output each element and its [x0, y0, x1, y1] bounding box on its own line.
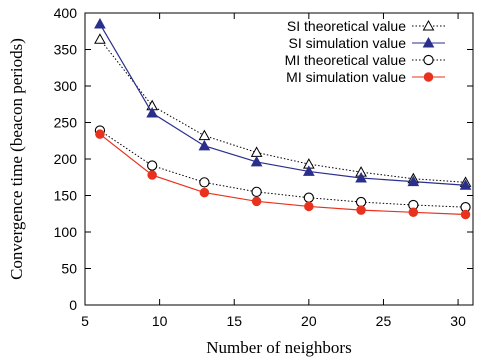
x-tick-label: 30 [450, 313, 466, 329]
plot-frame [84, 12, 474, 306]
data-point [251, 186, 262, 197]
y-tick-label: 0 [69, 297, 77, 313]
legend-item-4: MI simulation value [286, 69, 445, 85]
legend-marker [423, 72, 434, 82]
legend-marker [423, 54, 434, 66]
y-tick-label: 250 [54, 115, 78, 131]
y-tick-label: 200 [54, 151, 78, 167]
y-axis-title: Convergence time (beacon periods) [7, 38, 26, 280]
data-point [250, 155, 263, 167]
data-point [407, 175, 420, 187]
series-line [99, 23, 466, 186]
legend-item-3: MI theoretical value [285, 52, 445, 68]
legend-label: SI simulation value [288, 35, 406, 51]
y-tick-label: 50 [61, 261, 77, 277]
data-point [251, 196, 262, 207]
data-point [408, 207, 419, 218]
legend-label: MI theoretical value [285, 52, 407, 68]
series-3 [94, 125, 471, 213]
data-point [304, 201, 314, 212]
series-line [99, 133, 466, 216]
series-2 [94, 17, 472, 190]
x-tick-label: 15 [226, 313, 242, 329]
series-4 [95, 129, 471, 220]
x-tick-label: 20 [301, 313, 317, 329]
legend-label: SI theoretical value [287, 18, 406, 34]
data-point [356, 205, 366, 215]
data-point [460, 209, 471, 220]
y-tick-label: 350 [54, 42, 78, 58]
series-line [99, 130, 466, 208]
x-tick-label: 10 [152, 313, 168, 329]
data-point [146, 106, 159, 118]
data-point [459, 179, 472, 190]
x-tick-label: 5 [81, 313, 89, 329]
x-axis-title: Number of neighbors [206, 338, 351, 357]
data-point [198, 139, 211, 151]
series-layer [94, 17, 472, 220]
legend-marker [422, 36, 435, 48]
y-tick-label: 400 [54, 5, 78, 21]
data-point [147, 160, 158, 171]
axis-ticks: 0 50 100 150 200 250 300 350 400 5 10 15 20 25 30 [54, 5, 473, 329]
y-tick-label: 300 [54, 78, 78, 94]
legend-label: MI simulation value [286, 69, 406, 85]
data-point [147, 170, 157, 180]
data-point [302, 165, 315, 176]
data-point [303, 192, 314, 203]
data-point [199, 187, 210, 198]
data-point [95, 129, 105, 139]
data-point [94, 17, 106, 29]
legend-item-1: SI theoretical value [287, 18, 445, 34]
data-point [250, 146, 263, 157]
legend-marker [422, 19, 435, 31]
data-point [355, 196, 367, 208]
y-tick-label: 150 [54, 188, 78, 204]
x-tick-label: 25 [376, 313, 392, 329]
data-point [199, 177, 210, 188]
series-line [99, 38, 466, 183]
data-point [94, 33, 106, 44]
y-tick-label: 100 [54, 224, 78, 240]
data-point [355, 171, 367, 183]
data-point [198, 129, 211, 141]
legend-item-2: SI simulation value [288, 35, 445, 51]
